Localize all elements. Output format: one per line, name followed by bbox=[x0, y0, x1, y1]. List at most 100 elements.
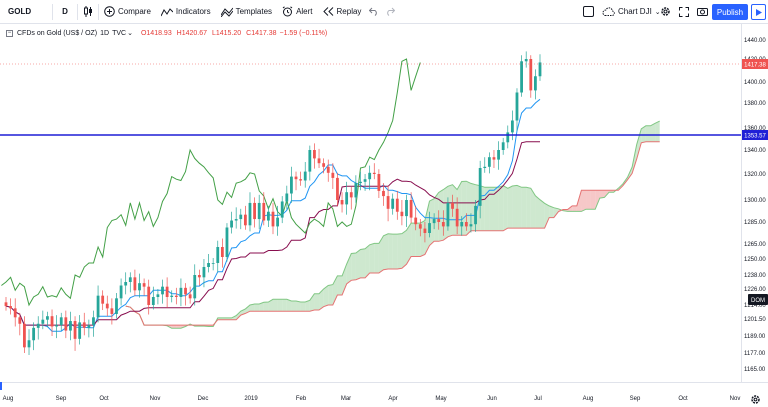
templates-button[interactable]: Templates bbox=[216, 0, 277, 24]
cloud-segment bbox=[259, 302, 264, 312]
expand-icon bbox=[679, 6, 689, 17]
cloud-segment bbox=[457, 181, 462, 236]
cloud-segment bbox=[636, 128, 642, 159]
layout-button[interactable]: Chart DJI ⌄ bbox=[597, 0, 666, 24]
cloud-segment bbox=[549, 205, 554, 218]
cloud-segment bbox=[553, 207, 559, 218]
price-chart[interactable]: 1440.001420.001400.001380.001360.001340.… bbox=[0, 24, 768, 407]
candle bbox=[506, 125, 510, 149]
candle bbox=[533, 69, 537, 100]
candles bbox=[4, 51, 542, 355]
divider bbox=[98, 3, 99, 20]
cloud-segment bbox=[360, 248, 366, 278]
redo-button[interactable] bbox=[382, 0, 398, 24]
alert-button[interactable]: Alert bbox=[277, 0, 317, 24]
price-tick-label: 1265.00 bbox=[744, 242, 766, 248]
senkou-span-a bbox=[125, 120, 660, 329]
legend-change: −1.59 (−0.11%) bbox=[279, 29, 328, 37]
cloud-segment bbox=[489, 187, 494, 231]
price-scale[interactable]: 1440.001420.001400.001380.001360.001340.… bbox=[744, 38, 766, 373]
candle bbox=[59, 312, 63, 331]
candle bbox=[368, 165, 372, 191]
candle bbox=[524, 51, 528, 68]
candle bbox=[405, 194, 408, 227]
cloud-segment bbox=[369, 243, 375, 273]
candle bbox=[133, 269, 137, 296]
time-scale[interactable]: Aug Sep Oct Nov Dec 2019 Feb Mar Apr May Jun Jul Aug… bbox=[3, 396, 741, 402]
candle bbox=[331, 163, 335, 189]
candle bbox=[115, 293, 118, 319]
cloud-segment bbox=[305, 300, 310, 312]
chevron-down-icon[interactable]: ⌄ bbox=[127, 30, 133, 37]
cloud-segment bbox=[355, 249, 361, 280]
cloud-segment bbox=[443, 186, 448, 241]
undo-button[interactable] bbox=[366, 0, 382, 24]
candle bbox=[253, 197, 256, 228]
candle bbox=[105, 295, 109, 317]
chart-type-button[interactable] bbox=[78, 0, 98, 24]
chart-settings-corner[interactable] bbox=[750, 392, 761, 407]
candle bbox=[41, 310, 45, 330]
candle bbox=[64, 310, 68, 339]
candle bbox=[243, 205, 247, 230]
time-tick-label: Oct bbox=[678, 396, 688, 402]
cloud-segment bbox=[296, 301, 301, 312]
candle bbox=[4, 297, 8, 311]
settings-button[interactable] bbox=[655, 0, 676, 24]
compare-button[interactable]: Compare bbox=[99, 0, 156, 24]
cloud-segment bbox=[397, 233, 402, 269]
candle bbox=[441, 210, 445, 236]
candle bbox=[451, 194, 454, 217]
interval-label: D bbox=[62, 7, 68, 16]
cloud-segment bbox=[392, 234, 398, 269]
price-tick-label: 1189.00 bbox=[744, 334, 766, 340]
cloud-segment bbox=[512, 185, 517, 229]
candle bbox=[179, 278, 183, 307]
cloud-segment bbox=[401, 230, 407, 269]
candle bbox=[257, 194, 261, 230]
candle bbox=[423, 222, 427, 243]
cloud-segment bbox=[323, 285, 329, 307]
candle bbox=[437, 210, 441, 230]
snapshot-button[interactable] bbox=[692, 0, 713, 24]
price-tick-label: 1360.00 bbox=[744, 126, 766, 132]
interval-button[interactable]: D bbox=[53, 0, 77, 24]
dom-button[interactable]: DOM bbox=[748, 294, 768, 305]
candle bbox=[345, 181, 349, 215]
candle bbox=[174, 287, 178, 305]
indicators-button[interactable]: Indicators bbox=[156, 0, 216, 24]
collapse-icon[interactable]: − bbox=[6, 29, 13, 37]
undo-icon bbox=[369, 7, 378, 16]
expand-button[interactable] bbox=[674, 0, 694, 24]
candle bbox=[313, 143, 316, 169]
replay-button[interactable]: Replay bbox=[318, 0, 367, 24]
candle bbox=[529, 55, 533, 98]
candle bbox=[138, 273, 141, 298]
cloud-segment bbox=[171, 325, 177, 329]
legend-interval: 1D bbox=[100, 29, 110, 37]
last-price-badge: 1417.38 bbox=[742, 59, 768, 69]
plus-circle-icon bbox=[104, 6, 115, 17]
time-tick-label: Nov bbox=[150, 396, 161, 402]
cloud-segment bbox=[503, 185, 508, 231]
cloud-segment bbox=[411, 223, 416, 257]
candle bbox=[9, 298, 13, 315]
candle bbox=[266, 205, 270, 227]
publish-dropdown-button[interactable] bbox=[751, 4, 766, 20]
publish-button[interactable]: Publish bbox=[712, 4, 748, 20]
candle bbox=[128, 272, 132, 293]
candle bbox=[428, 211, 431, 238]
candle bbox=[391, 193, 395, 215]
fullscreen-toggle[interactable] bbox=[578, 0, 599, 24]
symbol-search[interactable]: GOLD bbox=[0, 0, 52, 24]
candle bbox=[464, 213, 468, 231]
templates-icon bbox=[220, 7, 233, 17]
cloud-segment bbox=[319, 289, 324, 311]
indicators-label: Indicators bbox=[175, 7, 211, 16]
price-tick-label: 1320.00 bbox=[744, 172, 766, 178]
legend-close: C1417.38 bbox=[246, 29, 277, 37]
candle bbox=[202, 259, 206, 288]
candle bbox=[285, 185, 289, 210]
cloud-segment bbox=[581, 190, 587, 212]
legend-title[interactable]: CFDs on Gold (US$ / OZ) bbox=[17, 29, 98, 37]
